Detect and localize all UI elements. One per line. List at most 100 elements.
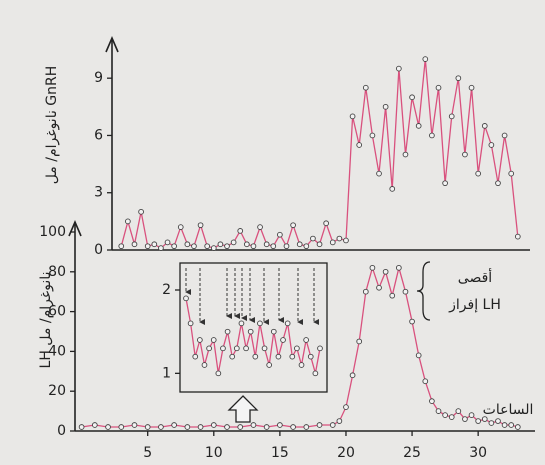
y-axis-label: LH نانوغرام/ مل <box>38 272 54 369</box>
data-point <box>266 362 273 368</box>
data-point <box>290 424 296 430</box>
data-point <box>257 224 263 230</box>
data-point <box>233 345 240 352</box>
data-point <box>514 233 521 240</box>
data-point <box>158 245 164 251</box>
data-point <box>312 370 319 377</box>
data-point <box>356 142 363 148</box>
data-point <box>448 414 455 420</box>
x-axis-label: الساعات <box>483 402 534 418</box>
data-point <box>468 84 475 91</box>
data-point <box>277 231 283 238</box>
data-point <box>429 398 435 405</box>
data-point <box>455 75 462 82</box>
data-point <box>303 424 310 430</box>
data-point <box>468 412 475 418</box>
data-point <box>247 328 254 335</box>
data-point <box>514 424 521 430</box>
data-point <box>369 264 376 271</box>
data-point <box>201 362 208 368</box>
data-point <box>462 151 468 158</box>
data-point <box>206 345 212 352</box>
data-point <box>263 241 270 248</box>
data-point <box>184 424 191 430</box>
data-point <box>422 378 429 385</box>
x-tick-label: 5 <box>143 445 152 461</box>
data-point <box>224 243 230 250</box>
data-point <box>257 320 263 327</box>
data-point <box>224 328 231 335</box>
data-point <box>435 84 442 91</box>
data-point <box>307 353 314 360</box>
annotation: أقصى <box>458 268 493 286</box>
data-point <box>303 337 309 343</box>
data-point <box>508 170 515 177</box>
data-point <box>376 284 382 291</box>
data-point <box>294 345 300 352</box>
data-point <box>488 142 495 148</box>
brace <box>416 261 431 321</box>
data-point <box>435 408 442 414</box>
data-point <box>316 241 323 248</box>
data-point <box>382 103 389 110</box>
y-tick-label: 0 <box>94 242 103 258</box>
y-tick-label: 60 <box>48 304 66 320</box>
data-point <box>396 264 402 271</box>
x-tick-label: 15 <box>271 445 289 461</box>
data-point <box>415 352 422 359</box>
data-point <box>183 295 189 302</box>
data-point <box>215 370 222 377</box>
data-point <box>238 320 245 327</box>
data-point <box>250 243 257 250</box>
y-tick-label: 20 <box>48 383 66 399</box>
data-point <box>91 422 98 428</box>
data-point <box>197 222 204 229</box>
data-point <box>376 170 382 177</box>
data-point <box>284 320 291 327</box>
x-tick-label: 25 <box>403 445 421 461</box>
y-tick-label: 3 <box>94 185 103 201</box>
data-point <box>495 180 501 187</box>
data-point <box>118 424 125 430</box>
data-point <box>501 132 508 139</box>
data-point <box>290 222 296 229</box>
data-point <box>261 345 268 352</box>
data-point <box>409 94 415 101</box>
data-point <box>343 404 349 410</box>
data-point <box>237 228 244 234</box>
data-point <box>303 243 310 250</box>
inset-frame <box>179 262 328 393</box>
data-point <box>402 151 409 158</box>
y-axis-label: نانوغرام/ مل GnRH <box>44 66 60 185</box>
data-point <box>220 345 226 352</box>
data-point <box>164 239 171 246</box>
data-point <box>270 243 277 250</box>
data-point <box>298 362 305 368</box>
data-point <box>210 245 217 251</box>
data-point <box>270 328 277 335</box>
data-point <box>204 243 211 250</box>
data-point <box>191 243 197 250</box>
x-tick-label: 30 <box>469 445 487 461</box>
data-point <box>184 241 191 248</box>
data-point <box>488 420 495 426</box>
data-point <box>362 288 369 295</box>
data-point <box>243 241 250 248</box>
data-point <box>396 65 402 72</box>
data-point <box>197 337 203 343</box>
data-point <box>192 353 199 360</box>
data-point <box>171 243 177 250</box>
data-point <box>263 424 270 430</box>
data-point <box>224 424 230 430</box>
data-point <box>455 408 462 414</box>
data-point <box>280 337 286 343</box>
series-line <box>81 265 518 428</box>
data-point <box>382 268 389 275</box>
data-point <box>323 220 329 227</box>
data-point <box>415 123 422 129</box>
y-tick-label: 100 <box>39 224 66 240</box>
data-point <box>144 243 151 250</box>
data-point <box>369 132 376 139</box>
data-point <box>329 239 336 246</box>
data-point <box>229 353 236 360</box>
